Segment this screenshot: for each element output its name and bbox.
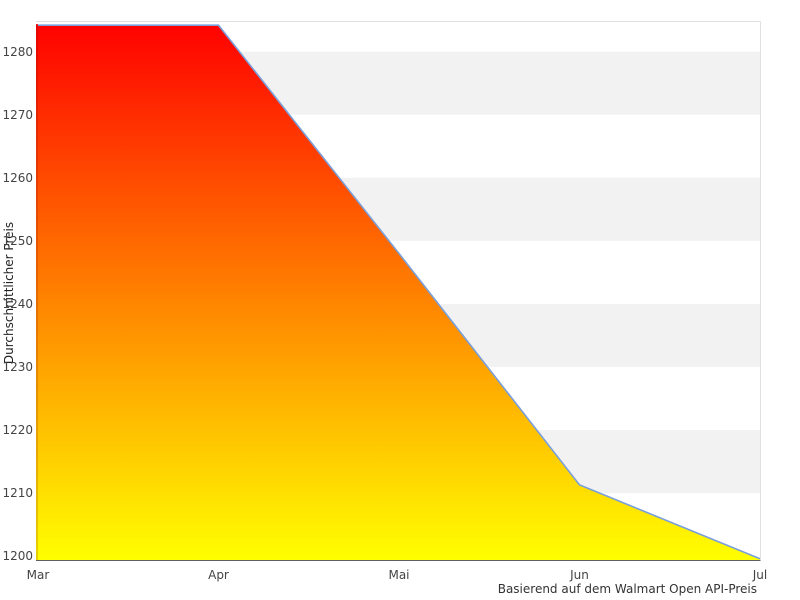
y-tick-label: 1260 xyxy=(2,170,33,185)
x-tick-label: Mai xyxy=(388,568,410,582)
x-tick-label: Apr xyxy=(208,568,229,582)
y-tick-label: 1220 xyxy=(2,423,33,438)
y-tick-label: 1200 xyxy=(2,549,33,564)
y-tick-label: 1240 xyxy=(2,296,33,311)
y-tick-label: 1230 xyxy=(2,360,33,374)
series-line xyxy=(38,24,761,560)
x-tick-label: Jul xyxy=(752,568,768,582)
y-tick-label: 1250 xyxy=(2,233,33,248)
area-series-fill xyxy=(38,25,760,560)
chart-caption: Basierend auf dem Walmart Open API-Preis xyxy=(497,582,757,596)
area-left-edge xyxy=(36,24,38,561)
y-tick-label: 1210 xyxy=(2,486,33,501)
x-tick-label: Jun xyxy=(570,568,589,582)
y-tick-label: 1270 xyxy=(2,107,33,122)
x-tick-label: Mar xyxy=(26,568,50,582)
y-tick-label: 1280 xyxy=(2,44,33,59)
